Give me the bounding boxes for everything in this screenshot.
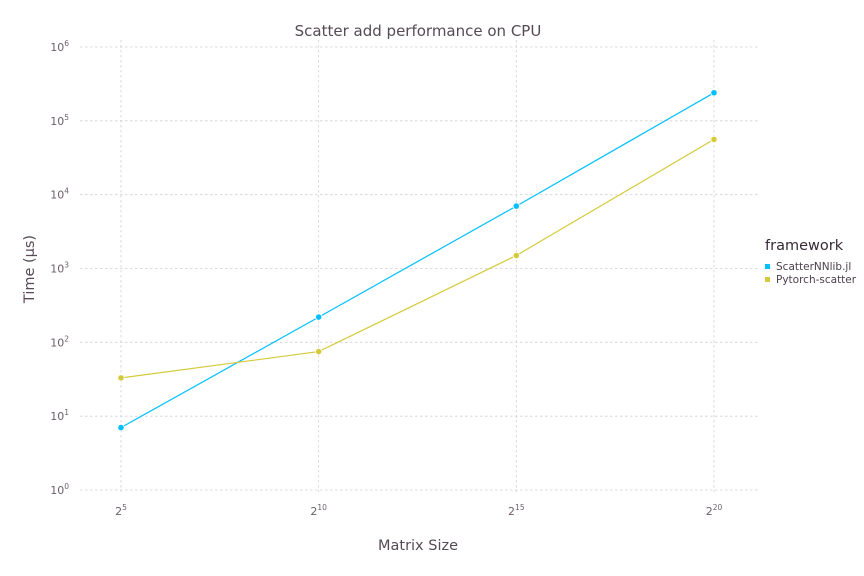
- tick-labels: 25 210 215 220 100 101 102 103 104 105 106: [50, 39, 722, 518]
- data-point: [315, 347, 323, 356]
- legend-label: ScatterNNlib.jl: [776, 261, 851, 273]
- data-point: [117, 374, 125, 382]
- y-tick-label: 102: [50, 334, 69, 349]
- y-tick-label: 106: [50, 39, 69, 54]
- legend-label: Pytorch-scatter: [776, 274, 857, 286]
- data-point: [512, 251, 520, 260]
- data-point: [315, 313, 323, 321]
- y-axis-label: Time (μs): [22, 235, 38, 304]
- data-point: [710, 135, 718, 144]
- y-tick-label: 101: [50, 408, 69, 423]
- grid: [80, 40, 760, 492]
- x-axis-label: Matrix Size: [378, 538, 458, 554]
- legend-swatch: [765, 277, 770, 282]
- chart-title: Scatter add performance on CPU: [295, 22, 542, 40]
- data-point: [512, 202, 520, 210]
- series-line-2: [120, 138, 715, 379]
- x-tick-label: 220: [706, 503, 723, 518]
- y-tick-label: 103: [50, 261, 69, 276]
- y-tick-label: 104: [50, 187, 69, 202]
- data-point: [117, 424, 125, 432]
- x-tick-label: 25: [115, 503, 127, 518]
- series-layer: [117, 89, 718, 432]
- y-tick-label: 100: [50, 482, 69, 497]
- legend-title: framework: [765, 238, 844, 254]
- legend-swatch: [765, 264, 770, 269]
- data-point: [710, 89, 718, 97]
- x-tick-label: 210: [310, 503, 327, 518]
- series-line-1: [120, 92, 715, 429]
- x-tick-label: 215: [508, 503, 525, 518]
- y-tick-label: 105: [50, 113, 69, 128]
